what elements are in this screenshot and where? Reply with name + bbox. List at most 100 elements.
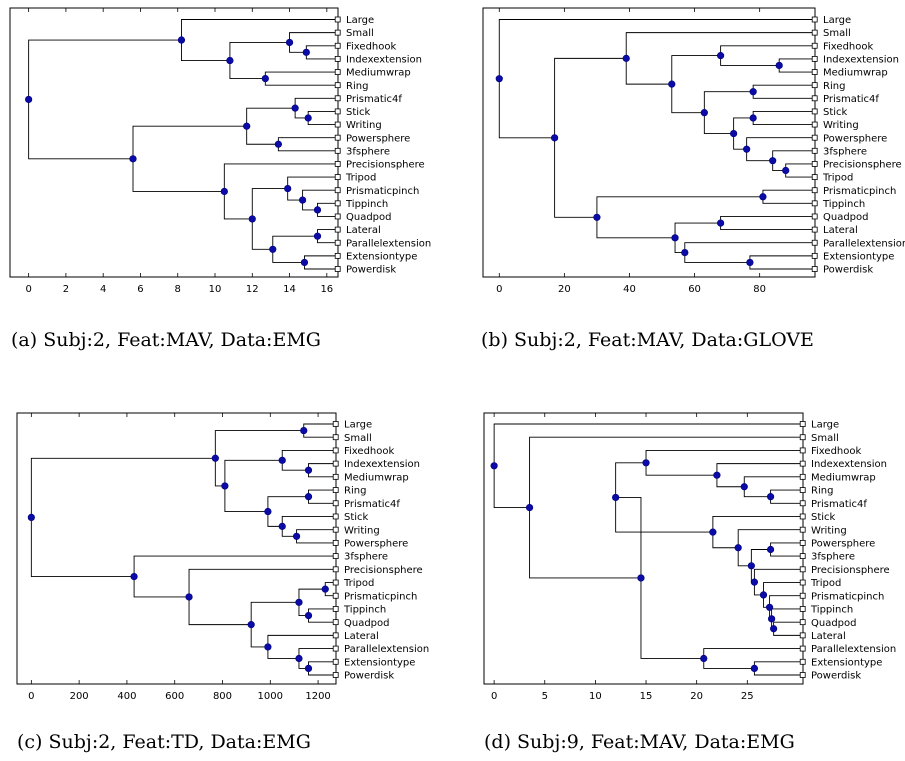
x-tick-label: 25 (741, 691, 754, 702)
leaf-label: Tippinch (822, 199, 865, 210)
leaf-marker (334, 239, 341, 246)
leaf-label: Prismatic4f (823, 94, 879, 105)
merge-node (782, 166, 790, 175)
leaf-label: Writing (823, 120, 859, 131)
leaf-label: Stick (811, 512, 836, 523)
leaf-label: Ring (344, 486, 366, 497)
dendrogram-branch (671, 55, 721, 114)
leaf-marker (799, 579, 806, 586)
leaf-label: 3fsphere (346, 146, 390, 157)
dendrogram-branch (716, 463, 800, 488)
dendrogram-branch (304, 255, 335, 270)
dendrogram-branch (746, 137, 812, 162)
merge-node (129, 155, 137, 163)
dendrogram-panel-4: 0 5 10 15 20 25 Large Small Fixedhook Indexextens… (483, 412, 896, 753)
dendrogram-branch (752, 84, 812, 99)
leaf-marker (334, 121, 341, 128)
merge-node (300, 427, 308, 435)
leaf-label: Prismatic4f (811, 499, 867, 510)
leaf-label: Ring (346, 81, 368, 92)
dendrogram-branch (529, 436, 800, 579)
leaf-label: Tripod (810, 578, 841, 589)
leaf-marker (332, 632, 339, 639)
dendrogram-branch (763, 582, 800, 608)
dendrogram-branch (308, 463, 333, 478)
merge-node (304, 493, 313, 501)
leaf-marker (811, 239, 818, 246)
leaf-marker (799, 434, 806, 441)
dendrogram-branch (229, 42, 290, 80)
leaf-marker (811, 147, 818, 154)
leaf-label: Mediumwrap (811, 472, 876, 483)
leaf-label: Mediumwrap (346, 68, 411, 79)
dendrogram-branch (305, 45, 335, 60)
leaf-marker (332, 500, 339, 507)
x-tick-label: 6 (137, 284, 143, 295)
subfigure-caption: (d) Subj:9, Feat:MAV, Data:EMG (484, 731, 795, 753)
merge-node (185, 593, 193, 601)
merge-node (220, 187, 228, 196)
leaf-marker (811, 187, 818, 194)
leaf-marker (332, 553, 339, 560)
merge-node (750, 578, 758, 586)
leaf-marker (811, 200, 818, 207)
leaf-label: Precisionsphere (811, 565, 890, 576)
leaf-marker (334, 55, 341, 62)
leaf-marker (332, 592, 339, 599)
dendrogram-branch (645, 449, 800, 476)
x-tick-label: 15 (640, 691, 653, 702)
leaf-marker (799, 606, 806, 612)
leaf-label: Small (823, 28, 851, 39)
leaf-label: Powerdisk (811, 671, 861, 682)
leaf-label: Lateral (823, 225, 858, 236)
leaf-marker (811, 29, 818, 36)
leaf-marker (332, 672, 339, 678)
leaf-label: Indexextension (811, 459, 887, 470)
plot-frame (16, 412, 337, 685)
dendrogram-branch (720, 45, 812, 66)
plot-frame (9, 7, 339, 278)
leaf-label: Tripod (345, 173, 376, 184)
leaf-label: Indexextension (823, 54, 899, 65)
merge-node (713, 471, 721, 479)
leaf-marker (334, 134, 341, 141)
dendrogram-branch (308, 608, 333, 623)
leaf-label: Tippinch (810, 605, 853, 616)
dendrogram-branch (773, 621, 800, 636)
leaf-marker (334, 161, 341, 167)
leaf-marker (332, 447, 339, 454)
leaf-label: Large (346, 15, 374, 26)
leaf-label: Large (344, 420, 372, 431)
merge-node (278, 522, 286, 530)
x-tick-label: 8 (175, 284, 181, 295)
dendrogram-branch (224, 459, 283, 512)
dendrogram-branch (294, 97, 335, 119)
merge-node (490, 462, 498, 470)
merge-node (264, 507, 272, 516)
leaf-marker (811, 121, 818, 128)
x-tick-label: 14 (283, 284, 296, 295)
leaf-marker (334, 82, 341, 89)
dendrogram-branch (703, 91, 754, 135)
leaf-marker (811, 266, 818, 272)
leaf-marker (799, 447, 806, 454)
leaf-marker (799, 513, 806, 520)
leaf-label: Prismatic4f (346, 94, 402, 105)
merge-node (740, 483, 748, 491)
leaf-label: Fixedhook (823, 41, 873, 52)
leaf-label: Mediumwrap (823, 68, 888, 79)
leaf-marker (799, 566, 806, 573)
leaf-label: Powerdisk (344, 671, 394, 682)
merge-node (261, 74, 269, 83)
leaf-label: Parallelextension (344, 644, 429, 655)
dendrogram-branch (298, 588, 326, 617)
merge-node (302, 48, 310, 56)
merge-node (295, 598, 303, 606)
leaf-marker (799, 553, 806, 560)
dendrogram-branch (214, 430, 304, 487)
subfigure-caption: (c) Subj:2, Feat:TD, Data:EMG (17, 731, 311, 753)
x-tick-label: 0 (491, 691, 497, 702)
x-tick-label: 40 (623, 284, 636, 295)
leaf-marker (334, 108, 341, 115)
leaf-label: Prismaticpinch (811, 591, 884, 602)
